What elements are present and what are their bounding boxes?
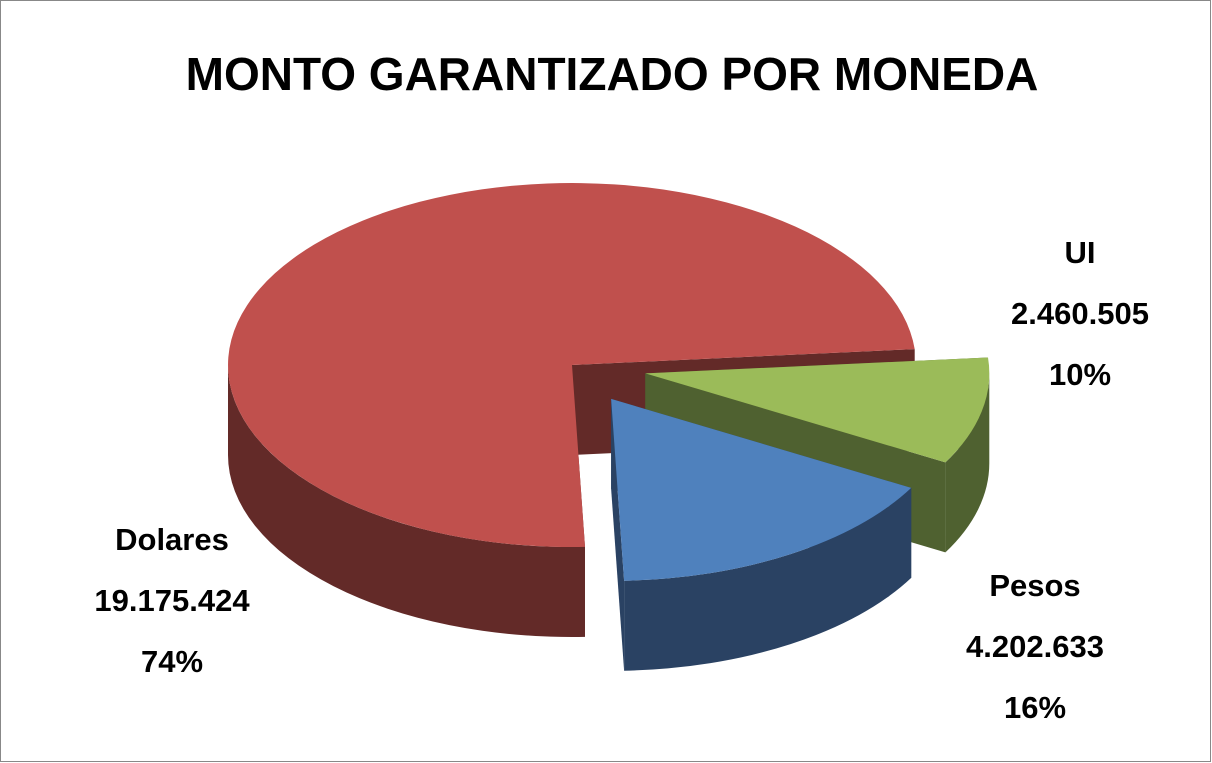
data-label: UI: [1065, 235, 1096, 270]
data-label: 19.175.424: [94, 583, 250, 618]
slice-side: [624, 487, 912, 671]
data-label: 74%: [141, 644, 203, 679]
data-label: 10%: [1049, 357, 1111, 392]
data-label: 16%: [1004, 690, 1066, 725]
slice-side: [227, 365, 585, 638]
slice-face: [611, 398, 625, 671]
slice: [645, 357, 990, 463]
slice-side: [945, 373, 990, 553]
chart-title: MONTO GARANTIZADO POR MONEDA: [186, 48, 1039, 100]
data-label: Dolares: [115, 522, 229, 557]
data-label: 2.460.505: [1011, 296, 1149, 331]
data-label: Pesos: [989, 568, 1080, 603]
slice: [228, 183, 915, 548]
slice: [611, 398, 912, 581]
data-label: 4.202.633: [966, 629, 1104, 664]
